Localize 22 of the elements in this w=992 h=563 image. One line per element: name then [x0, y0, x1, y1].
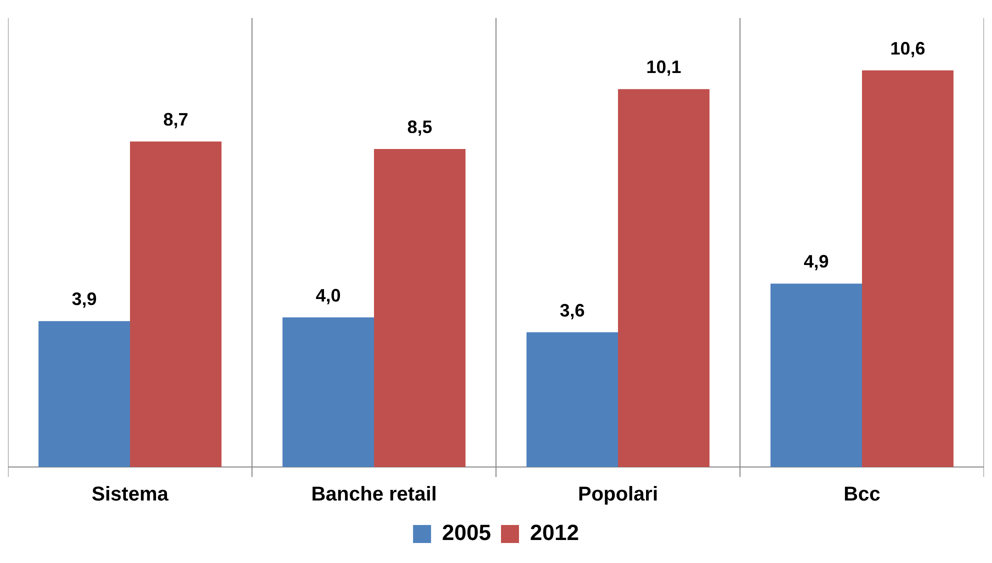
bar [526, 332, 618, 467]
data-label: 10,1 [646, 57, 682, 78]
bar [282, 317, 374, 467]
legend-label: 2012 [530, 520, 579, 546]
data-label: 10,6 [890, 38, 926, 58]
data-label: 8,5 [407, 116, 432, 137]
bar [770, 284, 862, 467]
x-tick-label: Popolari [578, 484, 658, 506]
data-label: 3,6 [560, 300, 585, 320]
x-tick-label: Banche retail [311, 484, 437, 506]
x-tick-label: Sistema [92, 484, 170, 506]
bar [374, 148, 466, 467]
x-tick-label: Bcc [844, 484, 880, 506]
data-label: 3,9 [72, 289, 97, 310]
bar [130, 141, 222, 467]
data-label: 8,7 [163, 109, 188, 130]
data-label: 4,0 [316, 285, 341, 306]
bar [618, 89, 710, 467]
data-label: 4,9 [804, 252, 829, 272]
legend-label: 2005 [442, 520, 492, 546]
bar [38, 321, 130, 467]
bar [862, 70, 954, 467]
